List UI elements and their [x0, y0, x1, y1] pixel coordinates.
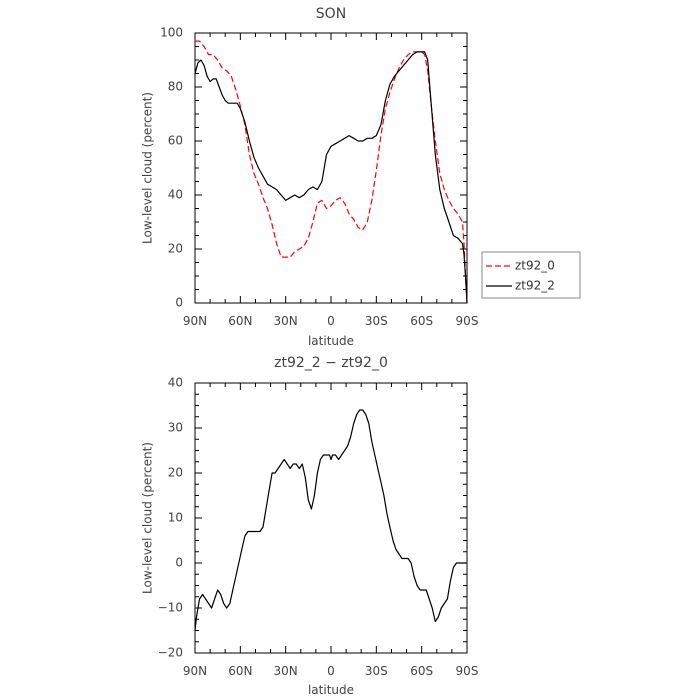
y-tick-label: 100: [160, 26, 183, 40]
y-tick-label: −10: [158, 601, 183, 615]
series-line-difference: [194, 409, 467, 631]
x-tick-label: 0: [327, 664, 335, 678]
legend-label: zt92_0: [515, 259, 555, 273]
x-tick-label: 90N: [183, 314, 207, 328]
plot-frame: [194, 382, 468, 654]
y-tick-label: 40: [168, 188, 183, 202]
y-tick-label: 60: [168, 134, 183, 148]
x-tick-label: 60N: [228, 664, 252, 678]
x-axis-label: latitude: [308, 683, 354, 697]
chart-title: SON: [316, 6, 346, 22]
y-tick-label: 10: [168, 511, 183, 525]
y-axis-label: Low-level cloud (percent): [141, 442, 155, 594]
y-tick-label: 40: [168, 376, 183, 390]
x-tick-label: 60S: [410, 314, 433, 328]
y-axis-label: Low-level cloud (percent): [141, 92, 155, 244]
y-tick-label: 20: [168, 242, 183, 256]
x-tick-label: 30N: [274, 664, 298, 678]
y-tick-label: 0: [175, 556, 183, 570]
y-tick-label: 20: [168, 466, 183, 480]
chart-panel-1: SON 90N 60N 30N 0 30S 60S 90S 0 20 40 60 80 100 latitu…: [141, 6, 581, 348]
x-tick-label: 90S: [456, 314, 479, 328]
series-line-zt92-0: [195, 40, 468, 304]
x-tick-label: 90S: [456, 664, 479, 678]
x-tick-label: 30S: [365, 664, 388, 678]
x-tick-label: 60S: [410, 664, 433, 678]
chart-panel-2: zt92_2 − zt92_0 90N 60N 30N 0 30S 60S 90S −20 −10…: [141, 355, 479, 697]
legend-label: zt92_2: [515, 279, 555, 293]
y-tick-label: 30: [168, 421, 183, 435]
legend: zt92_0 zt92_2: [481, 251, 581, 299]
x-tick-label: 30S: [365, 314, 388, 328]
chart-title: zt92_2 − zt92_0: [274, 355, 388, 371]
plot-frame: [194, 32, 468, 304]
y-tick-label: −20: [158, 646, 183, 660]
series-line-zt92-2: [194, 51, 468, 304]
y-tick-label: 80: [168, 80, 183, 94]
x-tick-label: 60N: [228, 314, 252, 328]
y-tick-label: 0: [175, 296, 183, 310]
x-tick-label: 30N: [274, 314, 298, 328]
x-tick-label: 90N: [183, 664, 207, 678]
x-axis-label: latitude: [308, 334, 354, 348]
legend-box: [481, 251, 581, 299]
x-tick-label: 0: [327, 314, 335, 328]
